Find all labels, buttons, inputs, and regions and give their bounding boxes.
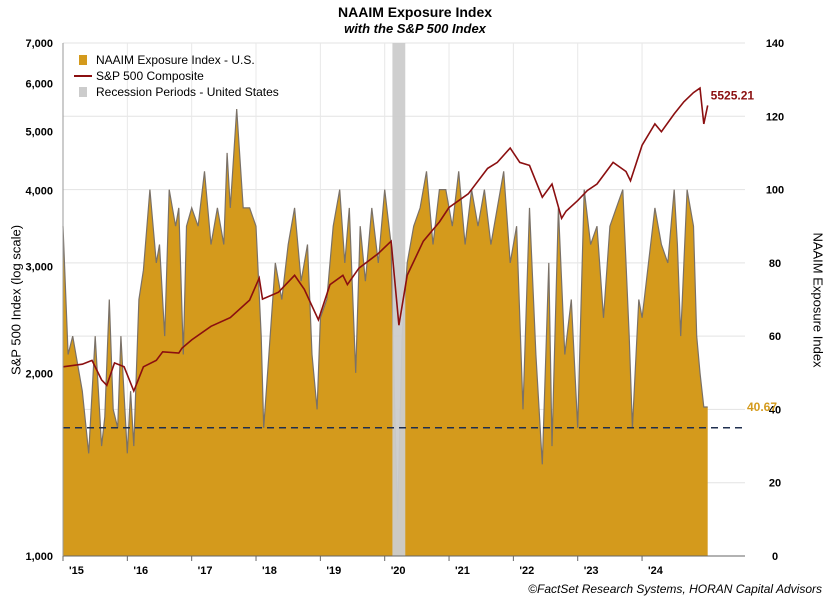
legend-swatch-naaim xyxy=(79,55,87,65)
y-right-tick-140: 140 xyxy=(766,38,784,50)
legend-label-recession: Recession Periods - United States xyxy=(96,85,279,99)
legend-item-recession: Recession Periods - United States xyxy=(74,84,279,100)
y-left-tick-7000: 7,000 xyxy=(25,38,53,50)
y-right-tick-80: 80 xyxy=(769,258,781,270)
legend-item-sp500: S&P 500 Composite xyxy=(74,68,279,84)
x-tick-label-2019: '19 xyxy=(326,565,341,577)
x-tick-label-2020: '20 xyxy=(391,565,406,577)
x-tick-label-2015: '15 xyxy=(69,565,84,577)
y-right-tick-120: 120 xyxy=(766,111,784,123)
y-left-tick-3000: 3,000 xyxy=(25,261,53,273)
legend-label-naaim: NAAIM Exposure Index - U.S. xyxy=(96,53,255,67)
sp500-line xyxy=(62,86,709,394)
chart-title: NAAIM Exposure Index xyxy=(337,4,493,20)
x-tick-label-2017: '17 xyxy=(198,565,213,577)
x-tick-label-2018: '18 xyxy=(262,565,277,577)
legend-swatch-recession xyxy=(79,87,87,97)
naaim-line xyxy=(62,108,708,520)
legend-item-naaim: NAAIM Exposure Index - U.S. xyxy=(74,52,279,68)
chart-subtitle: with the S&P 500 Index xyxy=(344,21,486,36)
y-left-tick-6000: 6,000 xyxy=(25,79,53,91)
sp500-last-label: 5525.21 xyxy=(711,88,755,102)
naaim-last-label: 40.67 xyxy=(747,400,777,414)
y-left-tick-4000: 4,000 xyxy=(25,186,53,198)
y-left-tick-2000: 2,000 xyxy=(25,368,53,380)
y-right-tick-0: 0 xyxy=(772,551,778,563)
y-right-tick-60: 60 xyxy=(769,331,781,343)
x-tick-label-2024: '24 xyxy=(648,565,664,577)
naaim-area xyxy=(63,109,708,556)
x-tick-label-2023: '23 xyxy=(584,565,599,577)
legend-label-sp500: S&P 500 Composite xyxy=(96,69,204,83)
y-left-tick-5000: 5,000 xyxy=(25,127,53,139)
legend: NAAIM Exposure Index - U.S. S&P 500 Comp… xyxy=(74,52,279,100)
source-note: ©FactSet Research Systems, HORAN Capital… xyxy=(528,582,822,596)
y-axis-right-label: NAAIM Exposure Index xyxy=(810,232,826,368)
legend-swatch-sp500 xyxy=(74,75,92,77)
y-right-tick-40: 40 xyxy=(769,404,781,416)
y-axis-left-label: S&P 500 Index (log scale) xyxy=(8,224,24,376)
x-tick-label-2022: '22 xyxy=(519,565,534,577)
x-tick-label-2016: '16 xyxy=(133,565,148,577)
y-left-tick-1000: 1,000 xyxy=(25,551,53,563)
y-right-tick-100: 100 xyxy=(766,185,784,197)
x-tick-label-2021: '21 xyxy=(455,565,470,577)
y-right-tick-20: 20 xyxy=(769,478,781,490)
